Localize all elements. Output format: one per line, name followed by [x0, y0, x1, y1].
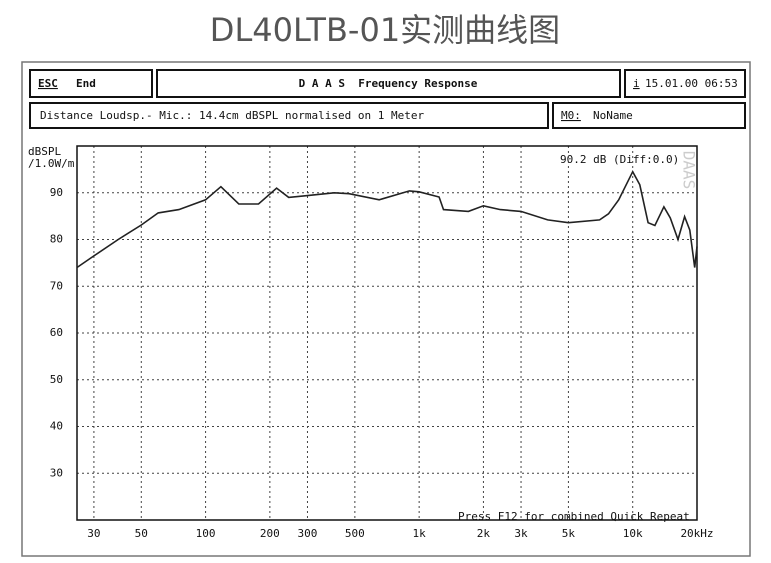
info-box: [624, 69, 746, 98]
app-box: [156, 69, 621, 98]
memory-label[interactable]: M0:: [561, 109, 581, 122]
plot-frame: [76, 145, 698, 521]
x-tick-label: 30: [87, 527, 100, 540]
annotation: Press F12 for combined Quick Repeat: [458, 510, 690, 523]
description: Distance Loudsp.- Mic.: 14.4cm dBSPL nor…: [40, 109, 424, 122]
info-icon[interactable]: i: [633, 77, 640, 90]
y-tick-label: 60: [50, 326, 63, 339]
y-tick-label: 80: [50, 233, 63, 246]
x-tick-label: 300: [298, 527, 318, 540]
x-tick-label: 500: [345, 527, 365, 540]
memory-name: NoName: [593, 109, 633, 122]
y-axis-label: /1.0W/m: [28, 157, 75, 170]
datetime: 15.01.00 06:53: [645, 77, 738, 90]
y-tick-label: 50: [50, 373, 63, 386]
y-axis-label: dBSPL: [28, 145, 61, 158]
end-label[interactable]: End: [76, 77, 96, 90]
x-tick-label: 20kHz: [680, 527, 713, 540]
description-box: [29, 102, 549, 129]
y-tick-label: 40: [50, 420, 63, 433]
x-tick-label: 50: [135, 527, 148, 540]
x-tick-label: 2k: [477, 527, 491, 540]
y-tick-label: 30: [50, 466, 63, 479]
response-curve: [76, 169, 698, 269]
esc-box[interactable]: [29, 69, 153, 98]
watermark: DAAS: [680, 151, 699, 190]
annotation: 90.2 dB (Diff:0.0): [560, 153, 679, 166]
x-tick-label: 3k: [514, 527, 528, 540]
x-tick-label: 5k: [562, 527, 576, 540]
x-tick-label: 10k: [623, 527, 643, 540]
x-tick-label: 200: [260, 527, 280, 540]
chart-title: DL40LTB-01实测曲线图: [210, 11, 560, 49]
y-tick-label: 70: [50, 279, 63, 292]
app-title: D A A S Frequency Response: [299, 77, 478, 90]
outer-frame: [21, 61, 751, 557]
x-tick-label: 100: [196, 527, 216, 540]
esc-key[interactable]: ESC: [38, 77, 58, 90]
x-tick-label: 1k: [413, 527, 427, 540]
y-tick-label: 90: [50, 186, 63, 199]
memory-box: [552, 102, 746, 129]
